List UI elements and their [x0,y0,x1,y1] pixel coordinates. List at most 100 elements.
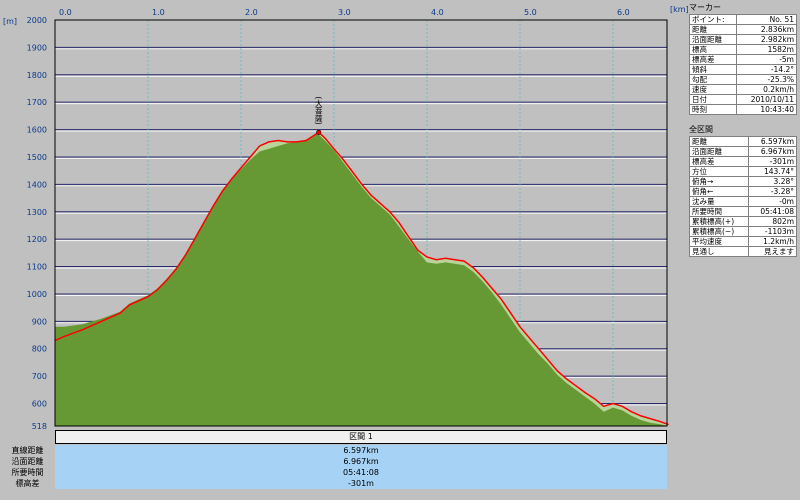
marker-info-label: 標高差 [689,54,737,65]
summary-value: 6.967km [55,456,667,467]
marker-layer: (大菩薩) [314,96,323,135]
marker-info-label: 傾斜 [689,64,737,75]
y-tick-label: 518 [32,422,47,430]
marker-info-label: 沿面距離 [689,34,737,45]
whole-info-row: 見通し 見えます [689,246,798,257]
y-tick-label: 1300 [27,208,47,217]
marker-info-label: 距離 [689,24,737,35]
marker-info-label: 勾配 [689,74,737,85]
whole-info-row: 方位 143.74° [689,166,798,177]
section-label: 区間 1 [349,432,373,441]
marker-info-value: -5m [735,54,798,65]
marker-info-row: 標高差 -5m [689,54,798,65]
x-tick-label: 2.0 [245,8,258,17]
summary-label: 直線距離 [0,445,55,456]
whole-info-row: 俯角← -3.28° [689,186,798,197]
x-tick-label: 0.0 [59,8,72,17]
whole-info-value: -0m [747,196,798,207]
summary-row: 所要時間 05:41:08 [0,467,668,478]
summary-value: 05:41:08 [55,467,667,478]
y-tick-label: 2000 [27,16,47,25]
whole-info-label: 見通し [689,246,749,257]
marker-info-row: 沿面距離 2.982km [689,34,798,45]
whole-info-label: 所要時間 [689,206,749,217]
whole-info-value: 6.597km [747,136,798,147]
whole-info-label: 俯角← [689,186,749,197]
whole-info-value: 1.2km/h [747,236,798,247]
whole-info-value: -301m [747,156,798,167]
marker-panel-title: マーカー [689,3,721,12]
whole-info-label: 俯角→ [689,176,749,187]
marker-point[interactable] [316,129,322,135]
whole-info-value: -3.28° [747,186,798,197]
summary-label: 沿面距離 [0,456,55,467]
whole-panel-title: 全区間 [689,125,713,134]
whole-info-label: 距離 [689,136,749,147]
plot-border [54,19,668,427]
whole-info-row: 累積標高(−) -1103m [689,226,798,237]
x-unit-label: [km] [670,5,689,14]
whole-info-value: 05:41:08 [747,206,798,217]
whole-info-label: 平均速度 [689,236,749,247]
summary-row: 直線距離 6.597km [0,445,668,456]
marker-info-value: 2.982km [735,34,798,45]
marker-info-value: No. 51 [735,14,798,25]
marker-info-value: 1582m [735,44,798,55]
marker-info-value: 2010/10/11 [735,94,798,105]
whole-info-row: 累積標高(+) 802m [689,216,798,227]
whole-info-table: 距離 6.597km 沿面距離 6.967km 標高差 -301m 方位 143.74° 俯角→… [689,136,798,257]
whole-info-value: 見えます [747,246,798,257]
y-tick-label: 1800 [27,71,47,80]
marker-info-row: 勾配 -25.3% [689,74,798,85]
x-tick-label: 1.0 [152,8,165,17]
marker-info-row: 日付 2010/10/11 [689,94,798,105]
whole-info-row: 距離 6.597km [689,136,798,147]
marker-info-row: ポイント: No. 51 [689,14,798,25]
whole-info-value: 802m [747,216,798,227]
marker-info-label: ポイント: [689,14,737,25]
track-line [54,131,669,426]
summary-row: 標高差 -301m [0,478,668,489]
marker-info-value: -14.2° [735,64,798,75]
whole-info-label: 累積標高(+) [689,216,749,227]
ground-profile-area [55,134,669,426]
y-tick-label: 1400 [27,180,47,189]
whole-info-value: -1103m [747,226,798,237]
marker-info-label: 速度 [689,84,737,95]
elevation-chart[interactable]: (大菩薩) 0.0 1.0 2.0 3.0 4.0 5.0 6.0 2000 1900 1800… [0,0,800,430]
whole-info-row: 標高差 -301m [689,156,798,167]
marker-info-row: 距離 2.836km [689,24,798,35]
info-panel: マーカー ポイント: No. 51 距離 2.836km 沿面距離 2.982km 標高 15… [689,0,800,500]
whole-info-value: 6.967km [747,146,798,157]
summary-row: 沿面距離 6.967km [0,456,668,467]
y-tick-label: 700 [32,372,47,381]
marker-info-label: 標高 [689,44,737,55]
x-tick-label: 3.0 [338,8,351,17]
marker-info-label: 時刻 [689,104,737,115]
whole-info-row: 沈み量 -0m [689,196,798,207]
summary-label: 所要時間 [0,467,55,478]
y-tick-label: 1200 [27,235,47,244]
y-tick-label: 1900 [27,43,47,52]
whole-info-label: 累積標高(−) [689,226,749,237]
y-tick-label: 800 [32,345,47,354]
summary-label: 標高差 [0,478,55,489]
y-tick-label: 1000 [27,290,47,299]
marker-info-value: -25.3% [735,74,798,85]
summary-value: 6.597km [55,445,667,456]
whole-info-row: 沿面距離 6.967km [689,146,798,157]
y-tick-label: 900 [32,317,47,326]
x-tick-label: 4.0 [431,8,444,17]
y-unit-label: [m] [3,17,17,26]
peak-annotation: (大菩薩) [314,96,323,124]
marker-info-value: 2.836km [735,24,798,35]
marker-info-label: 日付 [689,94,737,105]
whole-info-value: 3.28° [747,176,798,187]
whole-info-row: 所要時間 05:41:08 [689,206,798,217]
whole-info-row: 俯角→ 3.28° [689,176,798,187]
marker-info-row: 速度 0.2km/h [689,84,798,95]
x-tick-labels: 0.0 1.0 2.0 3.0 4.0 5.0 6.0 [59,8,630,17]
x-tick-label: 5.0 [524,8,537,17]
section-label-bar[interactable]: 区間 1 [55,430,667,444]
whole-info-label: 方位 [689,166,749,177]
